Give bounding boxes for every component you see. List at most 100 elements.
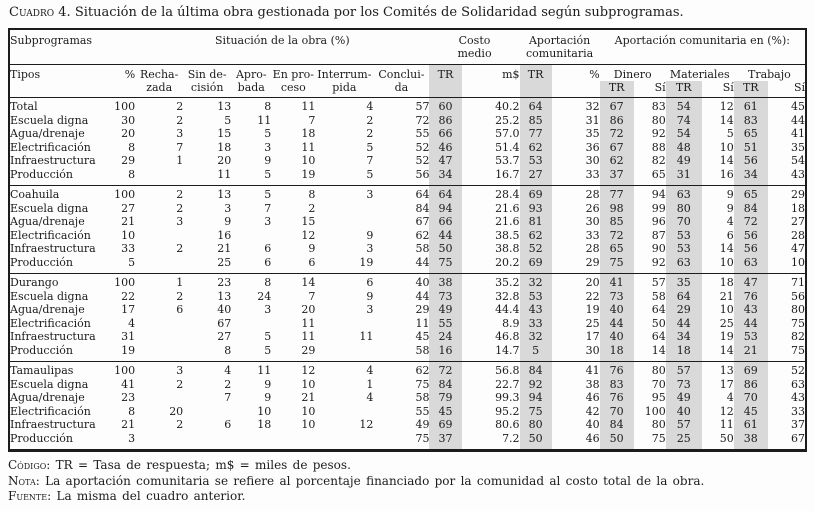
cell: 25.2 — [495, 113, 520, 127]
table-row: Agua/drenaje 17 6 40 3 20 3 29 49 44.4 43 19 40 64 29 1… — [9, 303, 806, 317]
cell: 66 — [429, 215, 462, 229]
cell: 18 — [217, 140, 232, 154]
cell: 45 — [767, 97, 806, 114]
cell: 60 — [429, 97, 462, 114]
row-label: Producción — [10, 167, 73, 181]
cell: 4 — [128, 316, 136, 330]
cell: 96 — [651, 215, 666, 228]
cell: 5 — [366, 167, 374, 181]
cell: 9 — [264, 377, 272, 391]
cell: 14 — [651, 343, 666, 357]
cell: 18 — [701, 273, 734, 290]
table-row: Tamaulipas 100 3 4 11 12 4 62 72 56.8 84 41 76 80 57 13… — [9, 361, 806, 378]
cell: 7 — [176, 140, 184, 154]
cell: 67 — [791, 431, 805, 445]
cell: 94 — [519, 391, 552, 405]
cell: 11 — [231, 361, 272, 378]
cell: 4 — [726, 391, 734, 404]
table-row: Electrificación 4 67 11 11 55 8.9 33 25 44 50 44 25 4… — [9, 316, 806, 331]
cell: 2 — [176, 113, 184, 127]
cell — [315, 202, 373, 216]
cell — [315, 317, 373, 331]
cell: 24 — [429, 330, 462, 344]
header-si-materiales: Sí — [722, 81, 734, 94]
cell: 19 — [121, 343, 136, 357]
cell: 46 — [585, 431, 600, 445]
cell: 53 — [733, 330, 768, 344]
cell: 17 — [585, 330, 600, 343]
cell: 51 — [733, 140, 768, 154]
table-row: Total 100 2 13 8 11 4 57 60 40.2 64 32 67 83 54 12 61 45 — [9, 97, 806, 114]
cell: 24 — [257, 289, 272, 303]
cell: 20 — [551, 273, 600, 290]
cell: 70 — [599, 404, 634, 418]
cell: 41 — [791, 127, 805, 140]
cell: 3 — [366, 242, 374, 255]
cell: 94 — [633, 185, 666, 202]
cell: 88 — [651, 140, 666, 154]
cell — [135, 330, 183, 344]
header-interrumpida: Interrum- pida — [317, 68, 372, 94]
header-tr-dinero: TR — [599, 81, 634, 98]
cell: 100 — [101, 185, 136, 202]
cell: 75 — [599, 255, 634, 274]
cell: 6 — [315, 273, 374, 290]
cell: 49 — [429, 303, 462, 317]
cell: 49 — [665, 391, 702, 405]
row-label: Coahuila — [9, 185, 102, 202]
row-label: Tamaulipas — [9, 361, 102, 378]
note-nota-label: Nota: — [8, 473, 40, 488]
cell — [315, 432, 373, 451]
cell — [315, 405, 373, 419]
header-column-row: Tipos % Recha- zada Sin de- cisión Apro-… — [9, 64, 806, 98]
cell: 32.8 — [495, 289, 520, 303]
cell: 57 — [373, 97, 430, 114]
cell: 8 — [128, 167, 136, 181]
cell: 92 — [651, 255, 666, 269]
cell: 13 — [183, 185, 232, 202]
cell: 10 — [301, 418, 316, 431]
table-row: Producción 19 8 5 29 58 16 14.7 5 30 18 14 18 14 21 75 — [9, 343, 806, 362]
cell: 7 — [264, 201, 272, 215]
row-label: Infraestructura — [10, 242, 96, 255]
cell: 64 — [429, 185, 462, 202]
cell: 3 — [315, 185, 374, 202]
cell: 5 — [264, 167, 272, 181]
cell: 10 — [301, 404, 316, 418]
cell: 27 — [519, 167, 552, 186]
cell: 90 — [651, 242, 666, 255]
cell: 11 — [217, 167, 232, 181]
cell: 81 — [519, 215, 552, 229]
cell: 84 — [519, 361, 552, 378]
cell: 58 — [415, 242, 430, 255]
cell: 29 — [121, 154, 136, 167]
cell: 56 — [415, 167, 430, 181]
cell: 5 — [366, 140, 374, 154]
cell: 8 — [224, 343, 232, 357]
cell: 64 — [373, 185, 430, 202]
cell: 47 — [429, 154, 462, 168]
cell: 54 — [665, 97, 702, 114]
cell: 41 — [551, 361, 600, 378]
cell: 4 — [183, 361, 232, 378]
cell: 99.3 — [495, 391, 520, 404]
note-codigo-text: TR = Tasa de respuesta; m$ = miles de pe… — [55, 458, 351, 472]
cell: 2 — [176, 289, 184, 303]
cell: 73 — [429, 289, 462, 303]
cell: 84 — [429, 377, 462, 391]
table-row: Escuela digna 30 2 5 11 7 2 72 86 25.2 85 31 86 80 74 1… — [9, 113, 806, 127]
cell: 9 — [366, 289, 374, 303]
cell: 37 — [791, 418, 805, 431]
cell: 74 — [665, 113, 702, 127]
cell: 6 — [726, 228, 734, 242]
cell: 38 — [429, 273, 462, 290]
cell: 36 — [585, 140, 600, 154]
table-row: Escuela digna 22 2 13 24 7 9 44 73 32.8 53 22 73 58 64… — [9, 289, 806, 303]
cell: 47 — [791, 242, 805, 255]
table-group: Total 100 2 13 8 11 4 57 60 40.2 64 32 67 83 54 12 61 45 E… — [9, 97, 806, 186]
cell: 63 — [733, 255, 768, 274]
cell: 62 — [519, 228, 552, 242]
row-label: Electrificación — [10, 228, 91, 242]
header-sin-decision: Sin de- cisión — [187, 68, 227, 94]
cell: 34 — [665, 330, 702, 344]
